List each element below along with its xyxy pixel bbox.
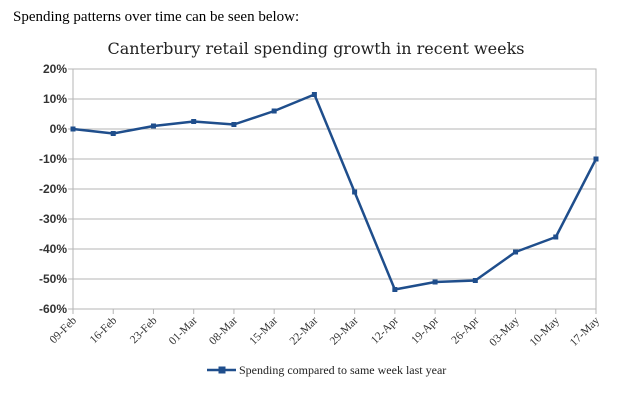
data-point — [311, 92, 317, 97]
x-tick-label: 17-May — [568, 314, 602, 348]
chart-gridlines — [68, 68, 597, 314]
intro-text: Spending patterns over time can be seen … — [13, 9, 300, 25]
y-tick-label: 10% — [43, 92, 67, 106]
y-tick-label: 0% — [50, 122, 68, 136]
data-point — [231, 122, 237, 127]
data-point — [191, 119, 197, 124]
legend-marker-swatch — [218, 366, 226, 374]
y-tick-label: -60% — [39, 302, 67, 316]
y-tick-label: 20% — [43, 62, 67, 76]
series-line — [72, 93, 598, 291]
x-tick-label: 08-Mar — [207, 315, 240, 348]
chart-title: Canterbury retail spending growth in rec… — [107, 39, 524, 58]
x-tick-label: 29-Mar — [328, 315, 361, 348]
x-tick-label: 09-Feb — [48, 314, 80, 346]
data-point — [593, 156, 599, 162]
x-tick-label: 19-Apr — [409, 315, 441, 347]
series-layer — [70, 92, 599, 292]
legend: Spending compared to same week last year — [207, 363, 446, 377]
x-tick-label: 15-Mar — [247, 315, 280, 348]
y-tick-label: -30% — [39, 212, 67, 226]
y-tick-label: -20% — [39, 182, 67, 196]
y-tick-label: -40% — [39, 242, 67, 256]
data-point — [392, 287, 398, 292]
data-point — [352, 189, 358, 195]
plot-area-border — [72, 68, 597, 310]
x-tick-label: 22-Mar — [288, 315, 321, 348]
data-point — [472, 278, 478, 283]
data-point — [110, 131, 116, 136]
x-tick-label: 16-Feb — [88, 314, 120, 346]
data-point — [432, 279, 438, 285]
y-tick-label: -50% — [39, 272, 67, 286]
legend-label: Spending compared to same week last year — [239, 363, 446, 377]
x-tick-label: 10-May — [528, 314, 562, 348]
data-point — [70, 126, 76, 132]
data-point — [513, 249, 519, 255]
x-tick-label: 12-Apr — [369, 315, 401, 347]
x-tick-label: 23-Feb — [128, 314, 160, 346]
x-tick-label: 26-Apr — [449, 315, 481, 347]
y-tick-label: -10% — [39, 152, 67, 166]
x-tick-label: 03-May — [487, 314, 521, 348]
y-axis-tick-labels: 20% 10% 0% -10% -20% -30% -40% -50% -60% — [39, 62, 67, 316]
data-point — [150, 123, 156, 129]
data-point — [553, 234, 559, 240]
x-tick-label: 01-Mar — [167, 315, 200, 348]
x-axis-tick-labels: 09-Feb 16-Feb 23-Feb 01-Mar 08-Mar 15-Mar 22-M… — [48, 314, 603, 348]
data-point — [271, 108, 277, 114]
